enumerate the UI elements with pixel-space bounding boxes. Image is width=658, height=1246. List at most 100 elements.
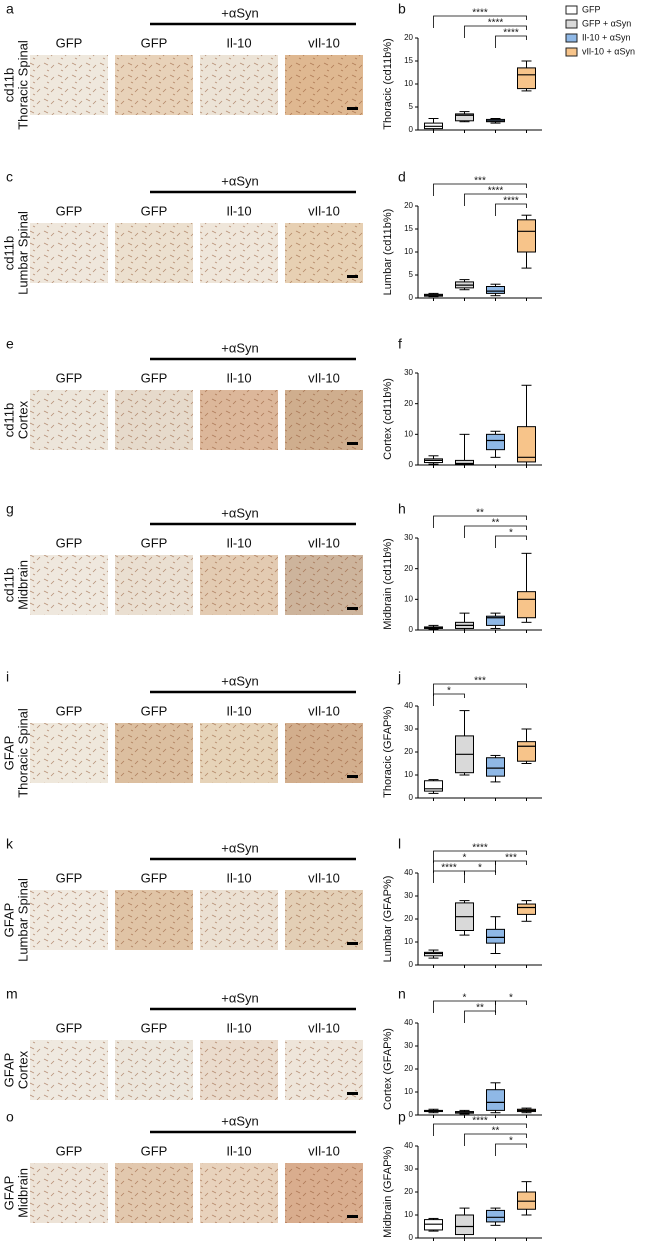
y-axis-label: Midbrain (GFAP%)	[382, 1146, 394, 1238]
y-tick-label: 30	[404, 724, 413, 733]
micrograph-texture	[200, 390, 278, 450]
y-tick-label: 0	[409, 293, 414, 302]
panel-letter: g	[6, 501, 14, 517]
significance-bracket	[464, 25, 527, 38]
region-label: Midbrain	[15, 560, 30, 610]
box	[517, 741, 536, 762]
y-tick-label: 10	[404, 594, 413, 603]
significance-label: *	[509, 993, 513, 1004]
image-label: GFP	[56, 370, 83, 385]
significance-label: ****	[503, 196, 519, 207]
micrograph-texture	[115, 890, 193, 950]
y-tick-label: 30	[404, 368, 413, 377]
y-tick-label: 10	[404, 770, 413, 779]
image-label: Il-10	[226, 370, 251, 385]
stain-label: cd11b	[1, 568, 16, 602]
significance-label: *	[478, 863, 482, 874]
significance-label: *	[447, 686, 451, 697]
legend-swatch	[565, 47, 578, 57]
chart-letter: b	[398, 1, 406, 17]
box	[455, 113, 474, 122]
stain-label: cd11b	[1, 236, 16, 270]
significance-bracket	[464, 1133, 527, 1146]
micrograph-texture	[200, 555, 278, 615]
micrograph-texture	[30, 390, 108, 450]
y-tick-label: 30	[404, 1164, 413, 1173]
significance-bracket	[433, 183, 527, 196]
legend-label: GFP	[582, 4, 601, 14]
y-axis-label: Cortex (GFAP%)	[382, 1028, 394, 1110]
chart-letter: f	[398, 336, 402, 352]
micrograph-texture	[285, 390, 363, 450]
y-tick-label: 20	[404, 1187, 413, 1196]
chart-letter: d	[398, 169, 406, 185]
image-label: GFP	[56, 35, 83, 50]
image-label: GFP	[56, 1020, 83, 1035]
image-label: vIl-10	[308, 370, 340, 385]
treatment-header: +αSyn	[221, 673, 259, 688]
box	[517, 219, 536, 253]
y-tick-label: 10	[404, 429, 413, 438]
significance-bracket	[495, 203, 527, 216]
box	[486, 1089, 505, 1111]
y-tick-label: 0	[409, 460, 414, 469]
micrograph-texture	[115, 390, 193, 450]
significance-label: ****	[472, 843, 488, 854]
image-label: GFP	[56, 703, 83, 718]
y-tick-label: 20	[404, 1064, 413, 1073]
y-axis-label: Thoracic (GFAP%)	[382, 706, 394, 798]
box	[517, 591, 536, 619]
significance-label: *	[509, 1136, 513, 1147]
micrograph-texture	[285, 1040, 363, 1100]
micrograph-texture	[115, 1040, 193, 1100]
micrograph-texture	[30, 890, 108, 950]
significance-label: ****	[488, 186, 504, 197]
image-label: vIl-10	[308, 203, 340, 218]
region-label: Lumbar Spinal	[15, 878, 30, 962]
micrograph-texture	[285, 1163, 363, 1223]
micrograph-texture	[200, 1163, 278, 1223]
significance-label: ****	[472, 1116, 488, 1127]
y-tick-label: 0	[409, 793, 414, 802]
treatment-header: +αSyn	[221, 840, 259, 855]
y-tick-label: 20	[404, 564, 413, 573]
chart-letter: l	[398, 836, 401, 852]
micrograph-texture	[30, 55, 108, 115]
y-tick-label: 10	[404, 1210, 413, 1219]
image-label: vIl-10	[308, 703, 340, 718]
micrograph-texture	[200, 223, 278, 283]
image-label: GFP	[141, 1020, 168, 1035]
stain-label: GFAP	[1, 1176, 16, 1211]
image-label: GFP	[56, 1143, 83, 1158]
chart-letter: n	[398, 986, 406, 1002]
significance-label: ****	[488, 18, 504, 29]
image-label: vIl-10	[308, 1020, 340, 1035]
legend-label: GFP + αSyn	[582, 18, 631, 28]
micrograph-texture	[115, 223, 193, 283]
y-tick-label: 15	[404, 224, 413, 233]
image-label: GFP	[141, 870, 168, 885]
y-tick-label: 0	[409, 125, 414, 134]
y-tick-label: 10	[404, 1087, 413, 1096]
y-tick-label: 40	[404, 1141, 413, 1150]
image-label: Il-10	[226, 703, 251, 718]
image-label: GFP	[141, 203, 168, 218]
micrograph-texture	[200, 723, 278, 783]
image-label: GFP	[141, 370, 168, 385]
y-tick-label: 20	[404, 914, 413, 923]
y-axis-label: Lumbar (cd11b%)	[382, 209, 394, 296]
y-tick-label: 40	[404, 701, 413, 710]
significance-label: ***	[474, 176, 486, 187]
y-tick-label: 5	[409, 270, 414, 279]
box	[455, 459, 474, 465]
micrograph-texture	[115, 555, 193, 615]
image-label: GFP	[56, 535, 83, 550]
y-tick-label: 10	[404, 937, 413, 946]
y-tick-label: 20	[404, 33, 413, 42]
legend-swatch	[565, 19, 578, 29]
y-axis-label: Midbrain (cd11b%)	[382, 538, 394, 630]
micrograph-texture	[30, 1163, 108, 1223]
treatment-header: +αSyn	[221, 505, 259, 520]
region-label: Cortex	[15, 400, 30, 439]
